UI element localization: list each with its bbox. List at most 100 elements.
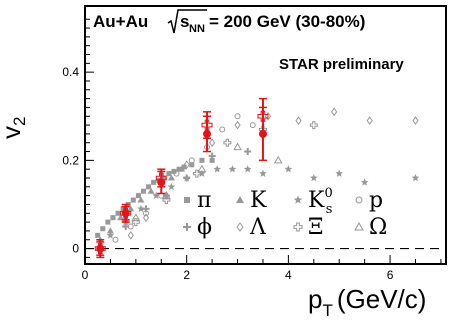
data-point (360, 178, 369, 186)
data-point (140, 188, 146, 194)
legend-label: Λ (249, 215, 267, 240)
x-tick-label: 6 (387, 268, 394, 282)
data-point (171, 168, 177, 174)
data-point (183, 160, 190, 170)
legend-symbol (183, 223, 191, 231)
data-point (176, 166, 182, 172)
data-point (137, 196, 145, 203)
data-point (106, 227, 114, 234)
legend-entry-K0s: K0 s (293, 186, 333, 217)
series-Λ (127, 107, 419, 240)
data-point (127, 205, 135, 212)
data-point (201, 119, 213, 131)
data-point (120, 207, 132, 219)
data-point (131, 213, 141, 221)
data-point (199, 157, 205, 163)
data-point (209, 157, 215, 163)
data-point (94, 243, 106, 255)
data-point (411, 174, 420, 182)
data-point (259, 169, 267, 177)
data-point (228, 165, 237, 173)
data-point (366, 116, 373, 126)
legend-symbol (355, 196, 363, 204)
series-highlight-filled (96, 106, 267, 259)
system-label: Au+Au (93, 12, 148, 31)
data-point (155, 172, 167, 184)
data-point (295, 116, 302, 126)
data-point (219, 126, 226, 133)
data-point (309, 121, 318, 130)
series-K0s (106, 165, 420, 239)
data-point (192, 169, 201, 178)
x-tick-label: 2 (183, 268, 190, 282)
data-point (127, 230, 134, 240)
data-point (167, 182, 176, 191)
y-tick-label: 0.2 (62, 153, 79, 167)
series-p (112, 113, 256, 243)
data-point (131, 218, 140, 227)
data-point (142, 213, 150, 223)
x-tick-label: 0 (82, 268, 89, 282)
data-point (161, 191, 171, 199)
data-point (183, 174, 191, 182)
data-point (223, 138, 232, 147)
legend-label: p (369, 188, 383, 213)
data-point (181, 164, 187, 170)
energy-sqrt-s: s (180, 12, 189, 31)
data-point (264, 111, 272, 121)
y-tick-label: 0 (72, 242, 79, 256)
energy-sub-nn: NN (189, 23, 205, 35)
legend-entry-K: K (236, 188, 267, 213)
legend-symbol (236, 196, 244, 203)
legend-symbol (354, 221, 364, 231)
data-point (273, 155, 283, 164)
legend-entry-π: π (184, 188, 211, 213)
x-tick-label: 4 (285, 268, 292, 282)
data-point (106, 231, 115, 239)
data-point (146, 184, 152, 190)
legend-label: π (197, 188, 211, 213)
star-preliminary: STAR preliminary (279, 56, 404, 73)
x-axis-label: pT (GeV/c) (308, 284, 426, 320)
data-point (105, 219, 111, 225)
data-point (234, 120, 241, 130)
legend-symbol (293, 195, 303, 204)
data-point (120, 206, 126, 212)
data-point (151, 179, 157, 185)
data-point (110, 215, 116, 221)
data-point (161, 175, 167, 181)
data-point (257, 110, 269, 122)
legend-symbol (293, 222, 303, 232)
data-point (115, 210, 121, 216)
data-point (244, 148, 252, 156)
data-point (147, 187, 155, 194)
legend-entry-p: p (355, 188, 383, 213)
energy-value: = 200 GeV (30-80%) (209, 12, 365, 31)
series-highlight-open (94, 97, 269, 256)
data-point (142, 205, 150, 213)
data-point (331, 107, 338, 117)
data-point (135, 193, 141, 199)
data-point (166, 171, 172, 177)
legend-label: ϕ (197, 215, 212, 240)
data-point (249, 122, 256, 129)
legend-label: K (250, 188, 267, 213)
legend-label: Ξ (308, 215, 323, 240)
data-point (412, 116, 419, 126)
series-Ω (131, 142, 283, 221)
data-point (95, 232, 101, 238)
data-point (167, 174, 175, 181)
legend-entry-Ω: Ω (354, 215, 387, 240)
legend-symbol (184, 197, 190, 203)
data-point (100, 226, 106, 232)
data-point (197, 164, 207, 173)
data-point (178, 165, 186, 172)
data-point (208, 138, 216, 148)
legend-label: Ω (369, 215, 387, 240)
plot-frame (84, 5, 447, 265)
data-point (152, 191, 160, 199)
data-point (310, 174, 318, 182)
legend-symbol (236, 222, 244, 232)
data-point (213, 165, 221, 173)
